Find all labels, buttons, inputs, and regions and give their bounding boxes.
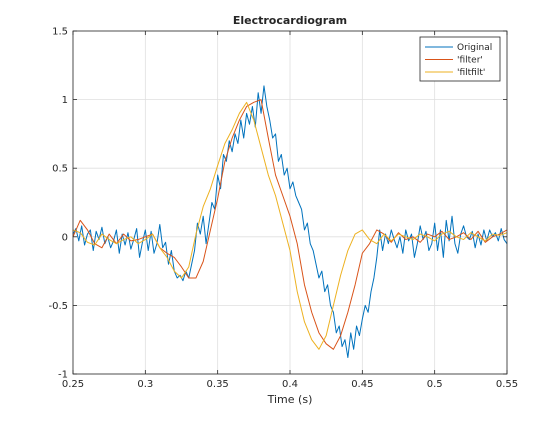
- x-tick-label: 0.55: [496, 379, 518, 390]
- y-tick-label: -0.5: [48, 301, 68, 312]
- legend-label-original: Original: [457, 43, 492, 53]
- legend-label-filter: 'filter': [457, 56, 483, 66]
- x-tick-label: 0.25: [62, 379, 84, 390]
- chart-title: Electrocardiogram: [233, 14, 347, 27]
- x-tick-label: 0.3: [137, 379, 153, 390]
- legend: Original 'filter' 'filtfilt': [419, 36, 501, 82]
- y-tick-label: 1.5: [52, 27, 68, 38]
- legend-label-filtfilt: 'filtfilt': [457, 68, 485, 78]
- x-tick-label: 0.5: [427, 379, 443, 390]
- y-tick-label: 0: [62, 232, 68, 243]
- x-tick-label: 0.45: [351, 379, 373, 390]
- series-line-original: [72, 85, 508, 359]
- x-tick-label: 0.4: [282, 379, 298, 390]
- x-axis-label: Time (s): [267, 393, 313, 406]
- series-line-filter: [72, 99, 508, 350]
- series-layer: [72, 85, 508, 359]
- y-tick-label: 0.5: [52, 164, 68, 175]
- y-tick-label: -1: [58, 370, 68, 381]
- series-line-filtfilt: [72, 101, 508, 350]
- ticks: 0.25 0.3 0.35 0.4 0.45 0.5 0.55 -1 -0.5 0 0.5 1 1.5: [48, 27, 518, 391]
- y-tick-label: 1: [62, 95, 68, 106]
- x-tick-label: 0.35: [207, 379, 229, 390]
